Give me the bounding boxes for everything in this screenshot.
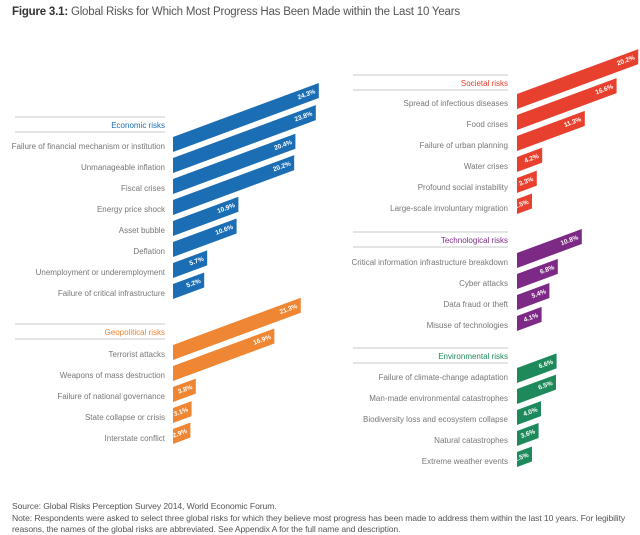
bar: [173, 272, 205, 299]
note-line-2: reasons, the names of the global risks a…: [12, 524, 401, 534]
bar: [173, 133, 296, 194]
value-label: 4.2%: [524, 153, 541, 165]
category-label: Deflation: [133, 247, 165, 256]
bar: [517, 446, 532, 467]
category-label: Spread of infectious diseases: [403, 99, 508, 108]
value-label: 2.5%: [513, 199, 530, 211]
value-label: 6.5%: [537, 380, 554, 392]
bar: [517, 49, 639, 109]
value-label: 4.1%: [523, 312, 540, 324]
value-label: 4.0%: [522, 406, 539, 418]
bar: [517, 374, 556, 404]
category-label: Failure of financial mechanism or instit…: [12, 142, 165, 151]
value-label: 5.2%: [186, 278, 203, 290]
bar: [517, 78, 617, 130]
value-label: 3.6%: [520, 428, 537, 440]
bar: [173, 297, 301, 360]
bar: [517, 306, 542, 331]
bar: [517, 193, 532, 214]
bar: [173, 196, 239, 236]
category-label: Fiscal crises: [121, 184, 165, 193]
category-label: Terrorist attacks: [109, 350, 165, 359]
environmental-risks-header: Environmental risks: [438, 352, 508, 361]
category-label: Water crises: [464, 162, 508, 171]
bar: [517, 258, 558, 289]
note-line-1: Note: Respondents were asked to select t…: [12, 513, 626, 523]
figure-title-text: Global Risks for Which Most Progress Has…: [70, 6, 460, 18]
category-label: Natural catastrophes: [434, 436, 508, 445]
value-label: 6.6%: [538, 359, 555, 371]
bar: [517, 147, 543, 172]
value-label: 2.9%: [172, 428, 189, 440]
bar: [173, 105, 316, 173]
category-label: Profound social instability: [418, 183, 508, 192]
technological-risks-header: Technological risks: [441, 236, 508, 245]
category-label: Unmanageable inflation: [81, 163, 165, 172]
bar: [173, 218, 237, 257]
value-label: 3.8%: [177, 384, 194, 396]
geopolitical-risks-header: Geopolitical risks: [105, 328, 165, 337]
category-label: Biodiversity loss and ecosystem collapse: [363, 415, 509, 424]
bar: [173, 83, 319, 152]
societal-risks-header: Societal risks: [461, 79, 508, 88]
value-label: 3.1%: [173, 406, 190, 418]
category-label: Cyber attacks: [459, 279, 508, 288]
category-label: Misuse of technologies: [427, 321, 508, 330]
category-label: Critical information infrastructure brea…: [351, 258, 508, 267]
figure-title: Figure 3.1: Global Risks for Which Most …: [12, 6, 460, 18]
bar: [517, 423, 539, 446]
category-label: Extreme weather events: [422, 457, 508, 466]
category-label: State collapse or crisis: [85, 413, 165, 422]
category-label: Failure of urban planning: [419, 141, 508, 150]
bar: [517, 229, 582, 268]
category-label: Asset bubble: [119, 226, 166, 235]
value-label: 3.3%: [518, 176, 535, 188]
bar: [173, 250, 208, 278]
bar: [173, 401, 192, 423]
category-label: Failure of climate-change adaptation: [379, 373, 508, 382]
bar: [173, 422, 191, 444]
category-label: Data fraud or theft: [444, 300, 509, 309]
bar: [517, 401, 541, 425]
value-label: 5.4%: [531, 288, 548, 300]
bar: [173, 155, 295, 215]
bar: [173, 378, 196, 402]
category-label: Weapons of mass destruction: [60, 371, 165, 380]
category-label: Man-made environmental catastrophes: [369, 394, 508, 403]
bar: [173, 328, 275, 381]
category-label: Food crises: [467, 120, 508, 129]
category-label: Failure of critical infrastructure: [58, 289, 166, 298]
bar: [517, 110, 585, 151]
value-label: 2.5%: [513, 452, 530, 464]
category-label: Failure of national governance: [57, 392, 165, 401]
bar: [517, 283, 550, 310]
economic-risks-header: Economic risks: [111, 121, 165, 130]
category-label: Unemployment or underemployment: [36, 268, 166, 277]
category-label: Energy price shock: [97, 205, 166, 214]
source-note: Source: Global Risks Perception Survey 2…: [12, 501, 277, 511]
bar: [517, 353, 557, 383]
figure-number: Figure 3.1:: [12, 6, 68, 18]
value-label: 6.8%: [539, 264, 556, 276]
category-label: Interstate conflict: [105, 434, 166, 443]
bar: [517, 170, 537, 193]
category-label: Large-scale involuntary migration: [390, 204, 508, 213]
value-label: 5.7%: [189, 256, 206, 268]
